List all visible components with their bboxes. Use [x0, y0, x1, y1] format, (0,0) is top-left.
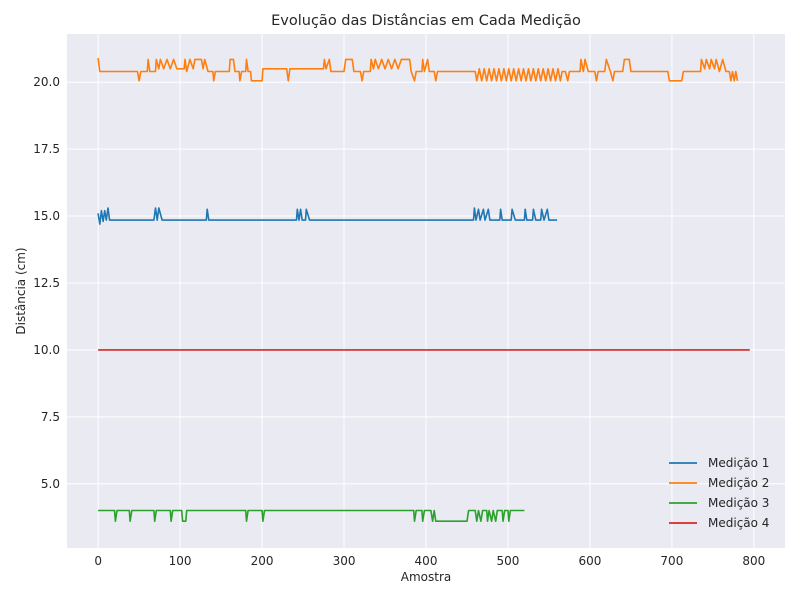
x-tick-label: 0: [94, 554, 102, 568]
y-tick-label: 17.5: [33, 142, 60, 156]
y-tick-label: 15.0: [33, 209, 60, 223]
y-tick-label: 7.5: [41, 410, 60, 424]
x-axis-label: Amostra: [401, 570, 451, 584]
x-tick-label: 700: [660, 554, 683, 568]
y-tick-label: 10.0: [33, 343, 60, 357]
series-line-medicao-2: [97, 57, 739, 82]
legend-label: Medição 1: [708, 456, 769, 470]
legend: Medição 1 Medição 2 Medição 3 Medição 4: [669, 456, 769, 530]
x-tick-label: 500: [497, 554, 520, 568]
series-line-medicao-1: [97, 207, 558, 225]
series-layer: [97, 57, 750, 523]
x-tick-label: 300: [333, 554, 356, 568]
legend-label: Medição 4: [708, 516, 769, 530]
y-tick-label: 20.0: [33, 75, 60, 89]
x-axis-ticks: 0 100 200 300 400 500 600 700 800: [94, 554, 765, 568]
legend-label: Medição 2: [708, 476, 769, 490]
y-tick-label: 5.0: [41, 477, 60, 491]
y-tick-label: 12.5: [33, 276, 60, 290]
x-tick-label: 200: [251, 554, 274, 568]
y-axis-ticks: 5.0 7.5 10.0 12.5 15.0 17.5 20.0: [33, 75, 60, 491]
x-tick-label: 400: [415, 554, 438, 568]
x-tick-label: 600: [578, 554, 601, 568]
x-tick-label: 800: [742, 554, 765, 568]
y-axis-label: Distância (cm): [14, 247, 28, 334]
legend-label: Medição 3: [708, 496, 769, 510]
series-line-medicao-3: [98, 509, 525, 523]
chart-title: Evolução das Distâncias em Cada Medição: [271, 13, 581, 29]
x-tick-label: 100: [169, 554, 192, 568]
